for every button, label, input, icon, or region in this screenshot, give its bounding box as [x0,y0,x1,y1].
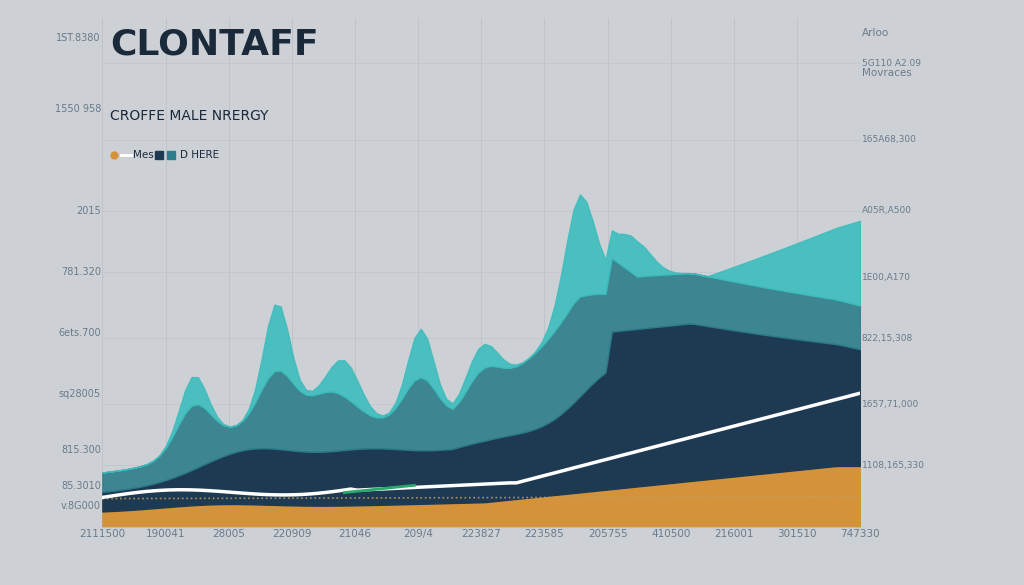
Text: v.8G000: v.8G000 [60,501,101,511]
Text: A05R,A500: A05R,A500 [861,207,911,215]
Text: Movraces: Movraces [861,68,911,78]
Text: 781.320: 781.320 [60,267,101,277]
Text: 6ets.700: 6ets.700 [58,328,101,338]
Text: 1108,165,330: 1108,165,330 [861,461,925,470]
Text: D HERE: D HERE [180,150,219,160]
Text: 1E00,A170: 1E00,A170 [861,273,910,281]
Text: 822,15,308: 822,15,308 [861,333,913,343]
Text: 1ST.8380: 1ST.8380 [56,33,101,43]
Text: Mes: Mes [133,150,154,160]
Text: CLONTAFF: CLONTAFF [110,27,318,62]
Text: 1550 958: 1550 958 [54,104,101,114]
Text: 1657,71,000: 1657,71,000 [861,400,919,409]
Text: sq28005: sq28005 [58,389,101,399]
Text: 5G110 A2.09: 5G110 A2.09 [861,59,921,68]
Text: CROFFE MALE NRERGY: CROFFE MALE NRERGY [110,109,268,123]
Text: 815.300: 815.300 [61,445,101,455]
Text: 85.3010: 85.3010 [61,481,101,491]
Text: 165A68,300: 165A68,300 [861,135,916,144]
Text: 2015: 2015 [76,206,101,216]
Text: Arloo: Arloo [861,27,889,37]
